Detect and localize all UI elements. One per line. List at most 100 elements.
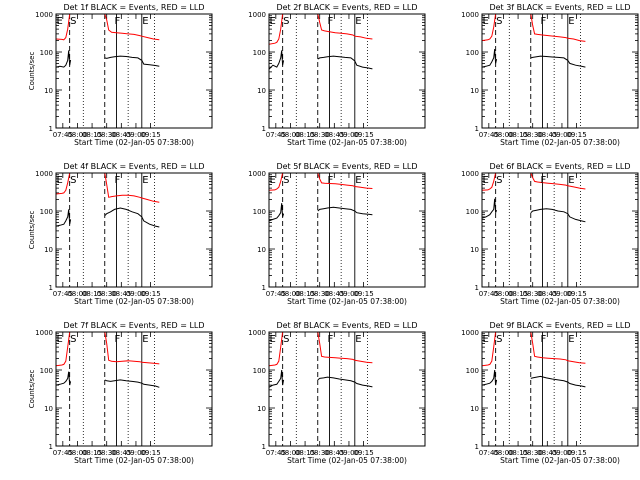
x-tick-label: 09:00 [339, 449, 359, 457]
phase-marker: S [283, 16, 289, 27]
x-tick-label: 08:30 [310, 131, 330, 139]
x-tick-label: 09:15 [353, 290, 373, 298]
phase-marker: S [283, 175, 289, 186]
events-series-line [269, 369, 373, 388]
x-tick-label: 08:00 [493, 290, 513, 298]
y-tick-label: 10 [44, 87, 53, 95]
events-series-line [56, 371, 160, 388]
chart-title: Det 8f BLACK = Events, RED = LLD [276, 321, 417, 330]
plot-area [269, 14, 373, 128]
plot-frame [481, 172, 639, 288]
y-axis-label: Counts/sec [28, 211, 36, 250]
chart-title: Det 7f BLACK = Events, RED = LLD [63, 321, 204, 330]
phase-marker: E [142, 16, 148, 27]
x-tick-label: 09:15 [566, 290, 586, 298]
x-tick-label: 09:00 [126, 131, 146, 139]
chart-panel: Det 6f BLACK = Events, RED = LLD 1 10 100 10… [461, 162, 639, 306]
phase-marker: E [142, 334, 148, 345]
x-tick-label: 07:45 [266, 449, 286, 457]
x-tick-label: 09:15 [140, 131, 160, 139]
x-tick-label: 08:45 [111, 449, 131, 457]
phase-marker: E [269, 175, 275, 186]
x-tick-label: 08:45 [324, 290, 344, 298]
plot-frame [268, 331, 426, 447]
lld-series-line [56, 332, 160, 367]
y-tick-label: 1 [262, 284, 266, 292]
lld-series-line [269, 332, 373, 367]
y-tick-label: 10 [470, 246, 479, 254]
x-tick-label: 08:00 [493, 131, 513, 139]
phase-marker: E [142, 175, 148, 186]
x-tick-label: 08:00 [280, 449, 300, 457]
y-tick-label: 1000 [35, 170, 53, 178]
chart-panel: Det 8f BLACK = Events, RED = LLD 1 10 100 10… [248, 321, 426, 465]
x-tick-label: 08:45 [537, 290, 557, 298]
x-tick-label: 08:15 [295, 290, 315, 298]
phase-marker: E [482, 16, 488, 27]
y-tick-label: 1 [262, 125, 266, 133]
y-tick-label: 1 [49, 443, 53, 451]
phase-marker: S [496, 334, 502, 345]
chart-panel: Det 1f BLACK = Events, RED = LLD 1 10 100 10… [28, 3, 213, 147]
phase-marker: E [269, 16, 275, 27]
x-tick-label: 07:45 [266, 290, 286, 298]
phase-marker: F [541, 16, 547, 27]
x-tick-label: 09:15 [140, 290, 160, 298]
phase-marker: F [328, 16, 334, 27]
plot-area [56, 14, 160, 128]
chart-panel: Det 5f BLACK = Events, RED = LLD 1 10 100 10… [248, 162, 426, 306]
phase-marker: E [355, 175, 361, 186]
events-series-line [482, 48, 586, 68]
phase-marker: E [568, 16, 574, 27]
y-axis-label: Counts/sec [28, 370, 36, 409]
chart-panel: Det 7f BLACK = Events, RED = LLD 1 10 100 10… [28, 321, 213, 465]
x-tick-label: 09:00 [552, 131, 572, 139]
plot-frame [481, 331, 639, 447]
y-tick-label: 100 [40, 49, 53, 57]
phase-marker: E [355, 334, 361, 345]
phase-marker: F [115, 175, 121, 186]
lld-series-line [482, 14, 586, 42]
y-tick-label: 1 [475, 443, 479, 451]
x-tick-label: 08:15 [508, 290, 528, 298]
x-tick-label: 07:45 [479, 290, 499, 298]
x-axis-label: Start Time (02-Jan-05 07:38:00) [500, 297, 620, 306]
plot-area [482, 14, 586, 128]
plot-area [56, 173, 160, 287]
y-tick-label: 10 [257, 87, 266, 95]
x-tick-label: 08:45 [537, 131, 557, 139]
y-tick-label: 100 [466, 367, 479, 375]
x-tick-label: 08:00 [67, 449, 87, 457]
x-tick-label: 08:30 [310, 449, 330, 457]
x-tick-label: 08:30 [523, 449, 543, 457]
phase-marker: E [482, 334, 488, 345]
phase-marker: F [328, 334, 334, 345]
chart-panel: Det 2f BLACK = Events, RED = LLD 1 10 100 10… [248, 3, 426, 147]
x-tick-label: 09:15 [566, 449, 586, 457]
chart-title: Det 3f BLACK = Events, RED = LLD [489, 3, 630, 12]
phase-marker: S [496, 175, 502, 186]
phase-marker: F [115, 334, 121, 345]
x-tick-label: 08:15 [295, 449, 315, 457]
y-tick-label: 1000 [461, 11, 479, 19]
x-tick-label: 08:00 [493, 449, 513, 457]
y-tick-label: 1 [262, 443, 266, 451]
x-tick-label: 08:15 [508, 449, 528, 457]
lld-series-line [56, 173, 160, 203]
phase-marker: E [56, 16, 62, 27]
phase-marker: E [482, 175, 488, 186]
events-series-line [482, 369, 586, 388]
chart-title: Det 9f BLACK = Events, RED = LLD [489, 321, 630, 330]
y-tick-label: 100 [40, 208, 53, 216]
chart-title: Det 5f BLACK = Events, RED = LLD [276, 162, 417, 171]
y-tick-label: 100 [253, 208, 266, 216]
plot-frame [268, 172, 426, 288]
x-tick-label: 09:00 [126, 449, 146, 457]
x-axis-label: Start Time (02-Jan-05 07:38:00) [500, 456, 620, 465]
x-tick-label: 07:45 [479, 131, 499, 139]
x-tick-label: 09:15 [140, 449, 160, 457]
x-tick-label: 08:15 [508, 131, 528, 139]
x-tick-label: 09:15 [566, 131, 586, 139]
plot-area [269, 332, 373, 446]
y-tick-label: 100 [253, 367, 266, 375]
